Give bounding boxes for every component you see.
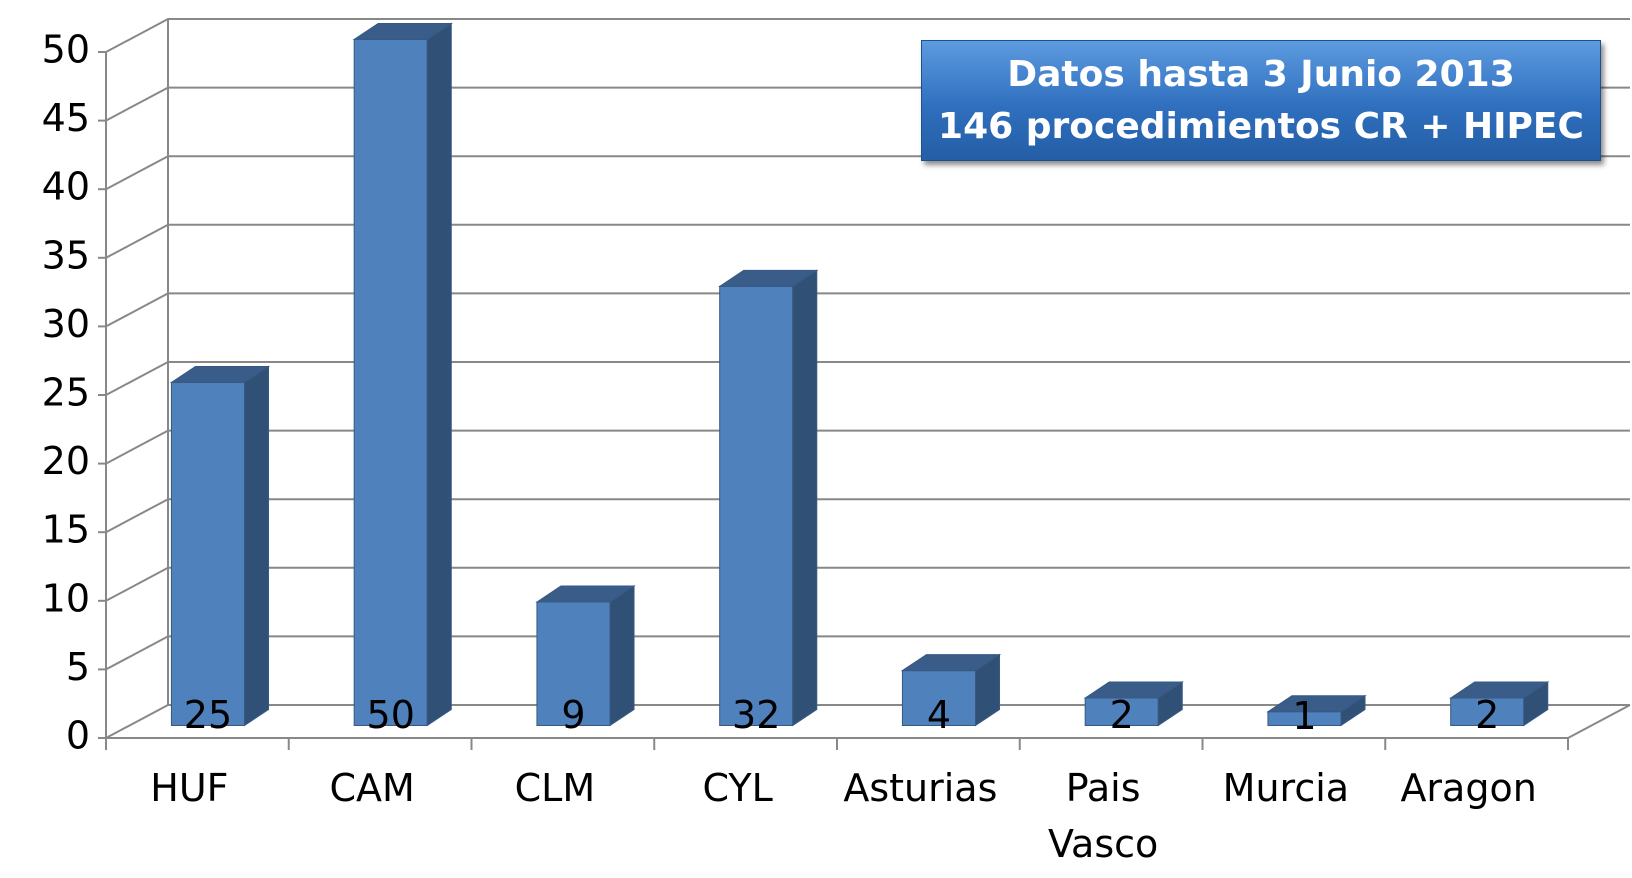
- x-tick-label: CYL: [702, 766, 773, 810]
- bar-front: [353, 38, 428, 726]
- bar: [535, 585, 636, 727]
- y-tick-label: 20: [42, 439, 90, 483]
- grid-line: [105, 292, 1630, 328]
- x-tick-label: Aragon: [1400, 766, 1537, 810]
- y-tick-label: 5: [66, 645, 90, 689]
- bar-top: [900, 654, 1002, 672]
- y-tick-label: 25: [42, 371, 90, 415]
- bar-top: [1083, 681, 1184, 699]
- floor-edge: [1567, 704, 1631, 739]
- bar-top: [169, 365, 271, 383]
- grid-line: [105, 155, 1630, 191]
- bar-top: [1266, 695, 1367, 713]
- bar: [169, 365, 271, 727]
- bar: [1266, 694, 1367, 727]
- bar: [1449, 681, 1550, 727]
- grid-line: [105, 635, 1630, 671]
- data-label: 2: [1475, 693, 1499, 737]
- y-tick-label: 40: [42, 165, 90, 209]
- grid-line: [105, 18, 1630, 53]
- bar-top: [352, 22, 453, 40]
- x-tick-label: Murcia: [1222, 766, 1350, 810]
- y-tick-label: 0: [66, 714, 90, 758]
- data-label: 25: [184, 693, 232, 737]
- grid-line: [105, 704, 1630, 739]
- x-tick-label: HUF: [150, 766, 229, 810]
- grid-line: [105, 429, 1630, 465]
- bar-top: [718, 269, 819, 287]
- bar-top: [535, 585, 636, 603]
- grid-line: [105, 361, 1630, 396]
- grid-line: [105, 498, 1630, 534]
- grid-line: [105, 566, 1630, 602]
- bar: [900, 653, 1002, 727]
- annotation-line: 146 procedimientos CR + HIPEC: [938, 106, 1584, 147]
- annotation-box: Datos hasta 3 Junio 2013 146 procedimien…: [921, 40, 1601, 161]
- bar-side: [609, 585, 635, 727]
- bar: [718, 269, 819, 727]
- y-tick-label: 15: [42, 508, 90, 552]
- bar: [1083, 681, 1184, 727]
- data-label: 4: [927, 693, 951, 737]
- annotation-line: Datos hasta 3 Junio 2013: [1007, 54, 1515, 95]
- bar-side: [426, 22, 452, 727]
- data-label: 2: [1110, 693, 1134, 737]
- data-label: 1: [1292, 694, 1316, 738]
- data-label: 32: [732, 693, 780, 737]
- y-tick-label: 35: [42, 233, 90, 277]
- bar-front: [170, 381, 246, 726]
- y-tick-label: 30: [42, 302, 90, 346]
- bar-side: [244, 365, 270, 727]
- bar-top: [1449, 681, 1550, 699]
- y-tick-label: 45: [42, 96, 90, 140]
- x-tick-label: Asturias: [843, 766, 998, 810]
- bar-front: [719, 285, 794, 726]
- x-tick-label: Pais Vasco: [1047, 766, 1159, 866]
- y-tick-label: 50: [42, 28, 90, 72]
- data-label: 50: [367, 693, 415, 737]
- data-label: 9: [561, 693, 585, 737]
- bar: [352, 22, 453, 727]
- x-tick-label: CAM: [329, 766, 415, 810]
- grid-line: [105, 223, 1630, 259]
- bar-side: [792, 269, 818, 727]
- x-tick-label: CLM: [514, 766, 596, 810]
- y-tick-label: 10: [42, 576, 90, 620]
